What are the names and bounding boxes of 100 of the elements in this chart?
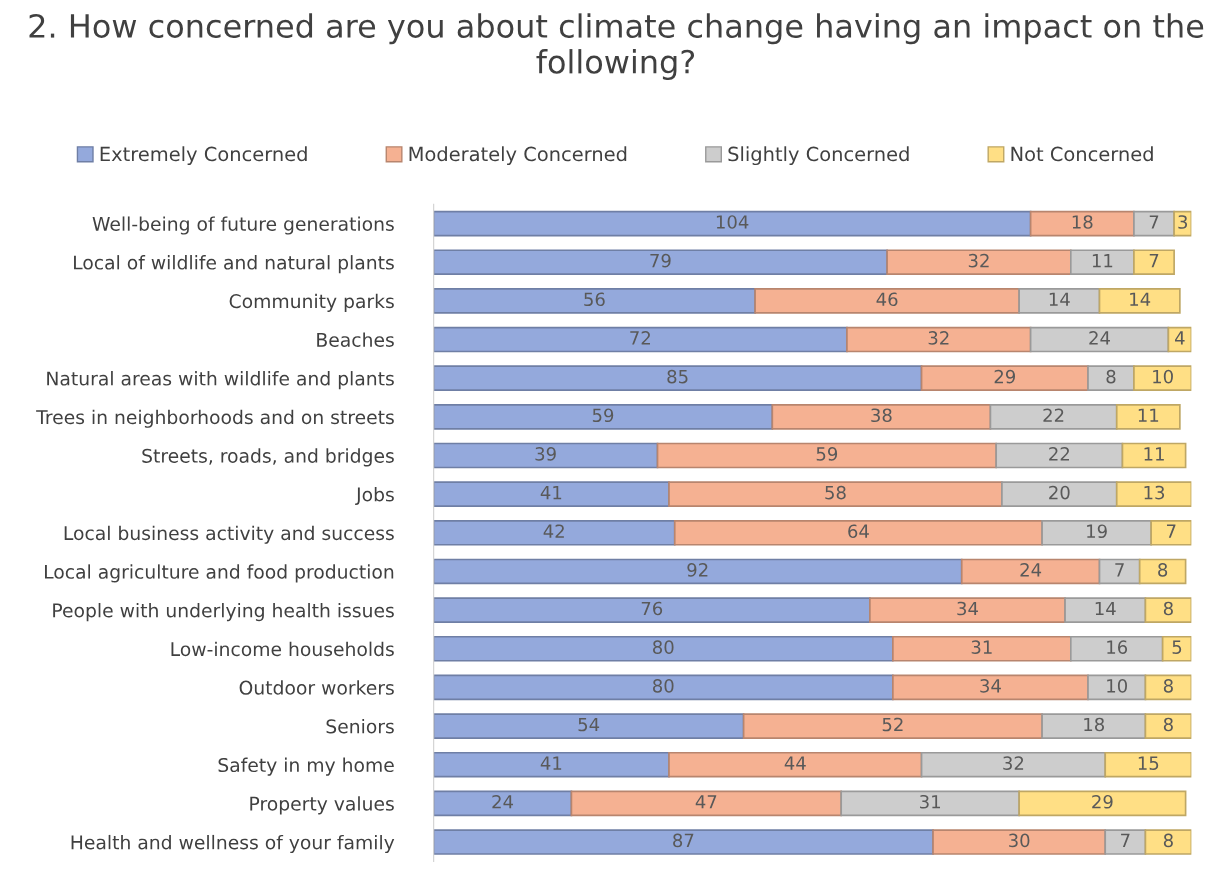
bar (433, 751, 670, 778)
data-label: 54 (578, 717, 600, 732)
data-label: 59 (816, 447, 838, 461)
data-label: 4 (1175, 331, 1185, 345)
bar (932, 829, 1107, 855)
bar (433, 635, 894, 662)
bar (1098, 558, 1141, 585)
bar (433, 519, 676, 546)
y-tick-label: Local business activity and success (64, 525, 394, 544)
bar (433, 558, 963, 585)
y-tick-label: People with underlying health issues (53, 602, 394, 622)
bar (1029, 210, 1135, 237)
data-label: 29 (994, 369, 1016, 384)
data-label: 22 (1049, 447, 1069, 461)
bar (656, 442, 998, 469)
bar (1115, 481, 1192, 507)
data-label: 56 (584, 292, 605, 307)
bar (433, 597, 871, 623)
data-label: 85 (667, 369, 688, 384)
bar (673, 519, 1043, 546)
data-label: 16 (1107, 640, 1128, 654)
y-tick-label: Local of wildlife and natural plants (74, 255, 394, 274)
bar (433, 326, 848, 353)
data-label: 42 (543, 524, 564, 538)
bar (1104, 829, 1147, 855)
data-label: 5 (1172, 640, 1182, 654)
data-label: 14 (1049, 292, 1070, 306)
data-label: 31 (971, 640, 992, 654)
data-label: 52 (882, 717, 903, 732)
y-tick-label: Well-being of future generations (92, 216, 394, 235)
data-label: 34 (957, 601, 978, 616)
data-label: 8 (1163, 717, 1173, 732)
bar (1144, 713, 1192, 739)
data-label: 30 (1009, 833, 1030, 848)
data-label: 32 (968, 253, 989, 268)
data-label: 47 (695, 795, 717, 809)
bar (1087, 365, 1135, 392)
data-label: 24 (492, 794, 514, 809)
y-tick-label: Outdoor workers (239, 680, 394, 695)
bar (1069, 635, 1164, 662)
y-tick-label: Property values (250, 796, 394, 815)
bar (1018, 288, 1101, 314)
bar (886, 249, 1072, 276)
bar (1133, 365, 1192, 392)
data-label: 18 (1084, 717, 1105, 732)
data-label: 14 (1130, 292, 1151, 306)
bar (433, 481, 670, 507)
bar (1133, 210, 1175, 237)
data-label: 87 (673, 833, 694, 848)
y-tick-label: Low-income households (171, 641, 394, 657)
data-label: 7 (1121, 833, 1130, 848)
bar (1041, 519, 1152, 546)
bar (1001, 481, 1118, 507)
data-label: 8 (1158, 563, 1168, 577)
bar (892, 635, 1072, 662)
bar (846, 326, 1032, 353)
bar (1121, 442, 1187, 469)
y-tick-label: Streets, roads, and bridges (142, 448, 394, 467)
y-tick-label: Safety in my home (218, 757, 394, 776)
data-label: 39 (535, 447, 556, 461)
bar (1104, 751, 1192, 778)
legend-label: Slightly Concerned (728, 146, 909, 166)
data-label: 34 (980, 679, 1001, 693)
bar (840, 790, 1020, 817)
bar (960, 558, 1101, 585)
data-label: 32 (1003, 756, 1024, 770)
bar (754, 288, 1020, 314)
data-label: 11 (1144, 447, 1164, 461)
bar (1098, 288, 1181, 314)
bar (771, 404, 992, 430)
y-tick-label: Natural areas with wildlife and plants (47, 371, 394, 390)
data-label: 58 (825, 485, 846, 500)
data-label: 7 (1115, 563, 1124, 577)
y-tick-label: Trees in neighborhoods and on streets (36, 409, 394, 428)
data-label: 11 (1138, 408, 1159, 422)
data-label: 22 (1043, 408, 1064, 422)
data-label: 104 (716, 215, 749, 229)
chart-title: 2. How concerned are you about climate change having an impact on the following? (29, 13, 1204, 81)
data-label: 32 (928, 331, 949, 345)
bar (1133, 249, 1175, 276)
bar (995, 442, 1124, 469)
data-label: 10 (1107, 679, 1128, 693)
bar (1144, 674, 1192, 701)
y-tick-label: Local agriculture and food production (45, 564, 394, 583)
data-label: 41 (540, 756, 562, 770)
bar (433, 829, 934, 855)
data-label: 80 (653, 679, 674, 693)
data-label: 24 (1089, 331, 1110, 345)
bar (1161, 635, 1192, 662)
data-label: 11 (1092, 254, 1113, 268)
bar (892, 674, 1089, 701)
data-label: 24 (1020, 563, 1042, 577)
data-label: 44 (784, 756, 806, 770)
data-label: 7 (1149, 215, 1159, 229)
bar (1069, 249, 1135, 276)
data-label: 38 (871, 408, 892, 423)
bar (1150, 519, 1192, 546)
bar (433, 713, 745, 739)
bar (433, 790, 573, 817)
bar (433, 210, 1032, 237)
